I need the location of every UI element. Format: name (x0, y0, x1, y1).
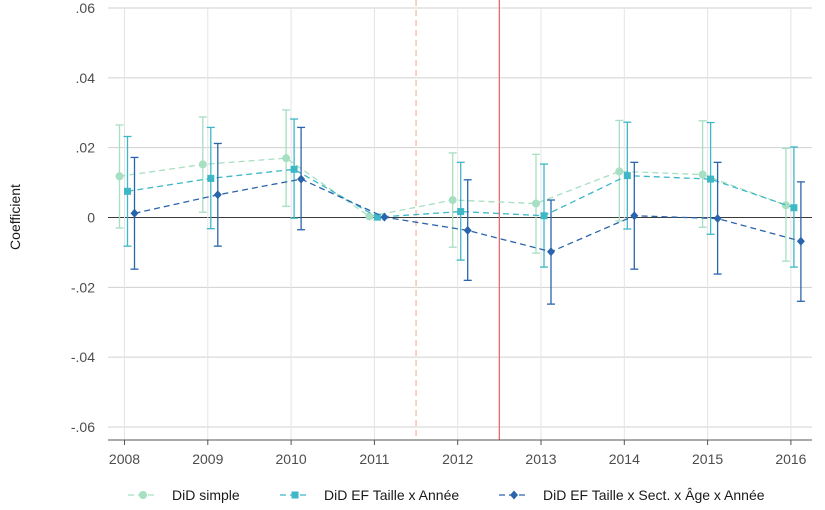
data-point (365, 212, 374, 221)
legend-label: DiD EF Taille x Année (324, 487, 459, 503)
data-point (698, 170, 707, 179)
data-point (463, 225, 472, 235)
series-line (134, 178, 802, 253)
data-point (532, 199, 540, 208)
data-point (796, 236, 805, 246)
plot-area (115, 109, 805, 305)
data-point (630, 211, 639, 221)
data-point (198, 160, 207, 169)
data-point (781, 201, 790, 210)
y-tick-label: .06 (76, 0, 96, 16)
x-tick-label: 2016 (775, 451, 806, 467)
x-tick-label: 2010 (276, 451, 307, 467)
data-point (540, 212, 548, 220)
data-point (207, 174, 215, 182)
data-point (297, 174, 306, 184)
data-point (290, 165, 298, 173)
data-point (457, 208, 465, 216)
legend: DiD simple DiD EF Taille x Année DiD EF Ta… (128, 487, 765, 503)
y-tick-label: -.06 (71, 419, 95, 435)
series-2 (123, 118, 798, 268)
legend-marker (139, 491, 147, 499)
data-point (130, 208, 139, 218)
data-point (707, 175, 715, 183)
legend-label: DiD EF Taille x Sect. x Âge x Année (543, 487, 765, 503)
y-tick-label: .04 (76, 70, 96, 86)
data-point (380, 212, 389, 222)
legend-item-2: DiD EF Taille x Année (280, 487, 459, 503)
x-tick-label: 2013 (525, 451, 556, 467)
data-point (373, 213, 381, 221)
data-point (615, 167, 624, 176)
legend-item-3: DiD EF Taille x Sect. x Âge x Année (499, 487, 765, 503)
data-point (124, 187, 131, 195)
data-point (213, 190, 222, 200)
data-point (713, 214, 722, 224)
legend-label: DiD simple (172, 487, 240, 503)
y-tick-label: -.04 (71, 349, 95, 365)
legend-item-1: DiD simple (128, 487, 240, 503)
y-tick-label: .02 (76, 140, 96, 156)
y-tick-label: 0 (87, 210, 95, 226)
data-point (547, 247, 555, 257)
series-3 (130, 126, 805, 305)
legend-marker (291, 491, 299, 499)
data-point (623, 172, 631, 180)
grid (108, 7, 812, 440)
y-axis-title: Coefficient (7, 184, 23, 250)
x-tick-label: 2011 (359, 451, 389, 467)
data-point (790, 204, 798, 212)
data-point (448, 196, 457, 205)
data-point (282, 154, 291, 163)
y-tick-label: -.02 (71, 279, 95, 295)
x-tick-label: 2012 (442, 451, 473, 467)
legend-marker (510, 490, 518, 500)
x-tick-label: 2009 (192, 451, 223, 467)
axes: .06 .04 .02 0 -.02 -.04 -.06 2008 2009 2010 2011 20… (71, 0, 812, 467)
series-1 (115, 109, 790, 262)
reference-lines (415, 0, 501, 440)
data-point (115, 172, 124, 181)
x-tick-label: 2008 (109, 451, 140, 467)
x-tick-label: 2014 (609, 451, 640, 467)
x-tick-label: 2015 (692, 451, 723, 467)
series-line (127, 168, 795, 218)
